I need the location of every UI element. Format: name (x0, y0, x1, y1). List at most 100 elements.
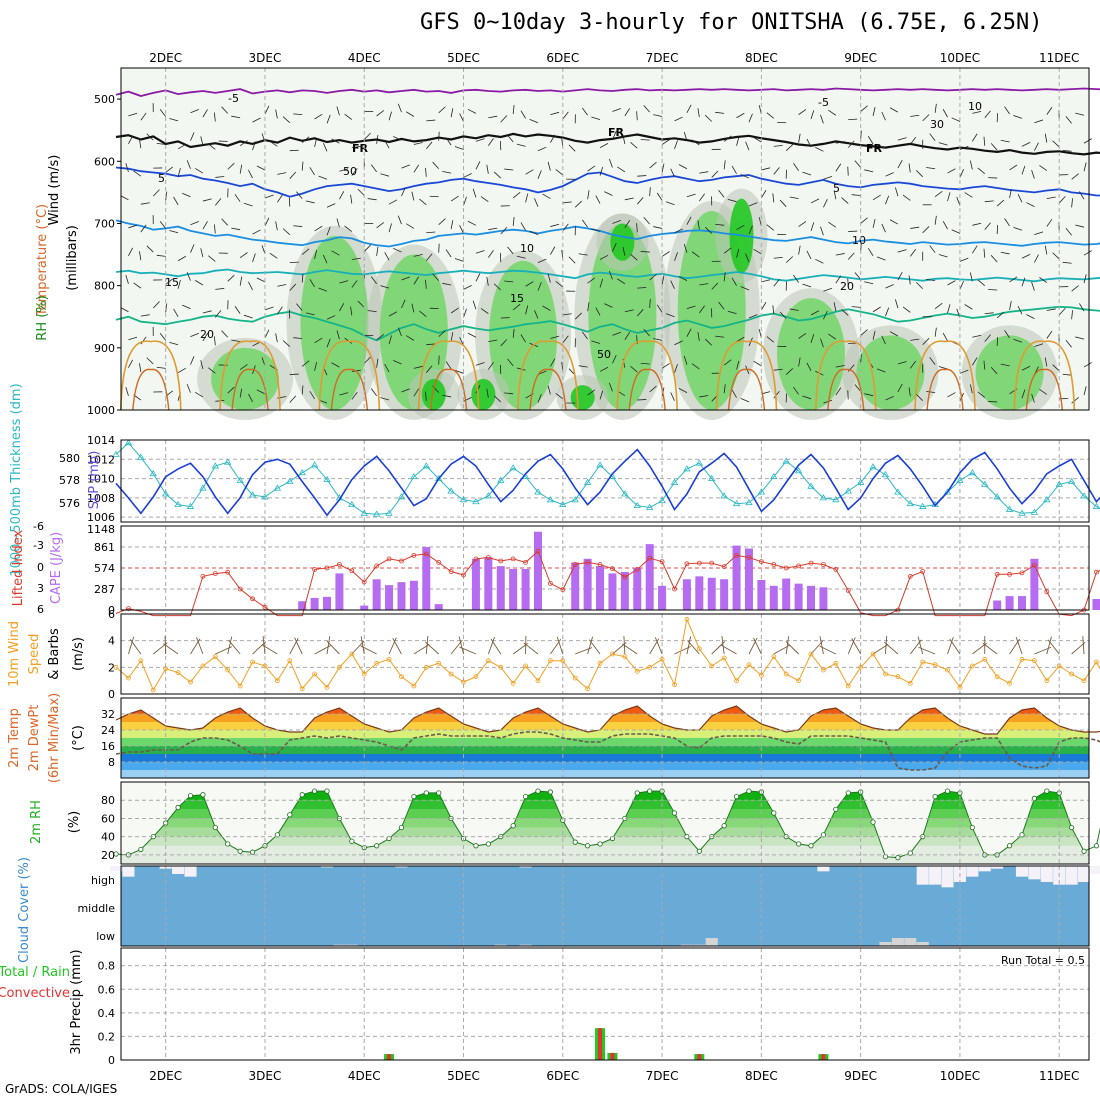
rh-point (671, 810, 678, 816)
cloud-cell-clear (395, 866, 408, 868)
wind-barb (864, 169, 874, 173)
wind-speed-point (262, 663, 268, 669)
wind-speed-point (349, 651, 355, 657)
wind-barb (984, 110, 991, 119)
wind-barb (715, 111, 725, 114)
lifted-index-point (547, 581, 553, 586)
wind-barb (357, 300, 365, 308)
low-level-isotherm (231, 368, 269, 411)
wind-barb-10m (360, 636, 365, 655)
wind-speed-point (560, 658, 566, 664)
thickness-point (596, 461, 604, 468)
low-level-isotherm (1025, 368, 1064, 411)
wind-barb (649, 385, 657, 393)
wind-barb (678, 388, 688, 393)
contour-label: 10 (520, 242, 534, 255)
lifted-index-point (833, 567, 839, 572)
wind-barb (152, 301, 160, 309)
wind-barb (736, 112, 745, 119)
wind-tick-label: 0 (108, 688, 115, 701)
wind-barb (1052, 364, 1060, 372)
wind-barb (1039, 277, 1048, 283)
wind-speed-point (523, 663, 528, 669)
cloud-cell-low (891, 938, 904, 946)
wind-barb (504, 168, 514, 171)
wind-barb (661, 163, 665, 173)
wind-barb (269, 252, 278, 259)
wind-barb (723, 135, 732, 142)
cape-bar (397, 582, 406, 610)
wind-barb (339, 303, 345, 312)
wind-barb (828, 333, 837, 340)
thickness-point (323, 475, 331, 482)
wind-barb (959, 369, 969, 374)
rh-point (249, 849, 256, 855)
thickness-point (422, 462, 430, 469)
wind-barb (697, 108, 700, 118)
wind-barb (480, 196, 489, 203)
wind-barb (397, 103, 402, 113)
thickness-tick-label: 580 (59, 452, 80, 465)
thickness-point (757, 488, 766, 495)
precip-tick-label: 0.2 (98, 1030, 116, 1043)
wind-barb (984, 334, 991, 342)
wind-speed-point (696, 646, 702, 652)
wind-barb (823, 199, 828, 208)
lifted-index-point (572, 562, 578, 567)
wind-barb (525, 305, 529, 315)
wind-barb (847, 364, 855, 372)
wind-barb (691, 251, 700, 258)
cape-tick-label: 0 (108, 604, 115, 617)
wind-barb (578, 253, 588, 256)
wind-barb (820, 338, 824, 348)
wind-barb (215, 288, 225, 290)
wind-barb (234, 306, 241, 314)
wind-barb (550, 111, 560, 116)
wind-barb (612, 243, 617, 252)
cape-bar (645, 544, 654, 610)
thickness-point (993, 493, 1001, 500)
wind-barb (493, 395, 502, 403)
wind-speed-point (237, 683, 243, 689)
wind-speed-point (163, 666, 169, 672)
wind-barb (823, 287, 833, 292)
wind-barb (881, 111, 886, 121)
wind-barb (1058, 308, 1066, 316)
wind-barb-10m (1082, 636, 1085, 655)
wind-barb (636, 111, 638, 121)
wind-speed-point (1056, 663, 1062, 669)
wind-barb (810, 198, 820, 204)
cloud-cell-clear (1090, 866, 1100, 874)
wind-barb (587, 190, 590, 200)
wind-barb (516, 367, 526, 371)
wind-barb (1013, 115, 1023, 119)
wind-barb (1039, 388, 1048, 395)
wind-barb (562, 223, 569, 232)
wind-barb (582, 331, 588, 340)
wind-barb (500, 339, 508, 347)
wind-barb-10m (459, 646, 477, 655)
wind-barb (475, 362, 485, 366)
wind-speed-point (175, 670, 181, 676)
lifted-index-point (647, 555, 653, 561)
contour-label: 5 (158, 172, 165, 185)
wind-barb (643, 105, 650, 113)
wind-barb (909, 137, 917, 145)
wind-barb (711, 282, 719, 290)
rh-point (287, 812, 293, 818)
wind-barb (419, 310, 427, 318)
wind-barb (640, 139, 650, 141)
wind-barb (133, 170, 142, 177)
wind-barb (841, 309, 849, 316)
wind-barb (293, 113, 303, 116)
wind-speed-point (833, 660, 839, 666)
lifted-index-point (721, 564, 727, 569)
wind-barb (656, 304, 663, 313)
wind-barb (691, 363, 700, 370)
wind-barb (221, 106, 229, 114)
cape-bar (571, 562, 580, 610)
wind-barb (889, 219, 899, 225)
wind-barb (1004, 218, 1010, 227)
date-label-top: 10DEC (940, 51, 980, 65)
wind-barb-10m (425, 636, 429, 655)
